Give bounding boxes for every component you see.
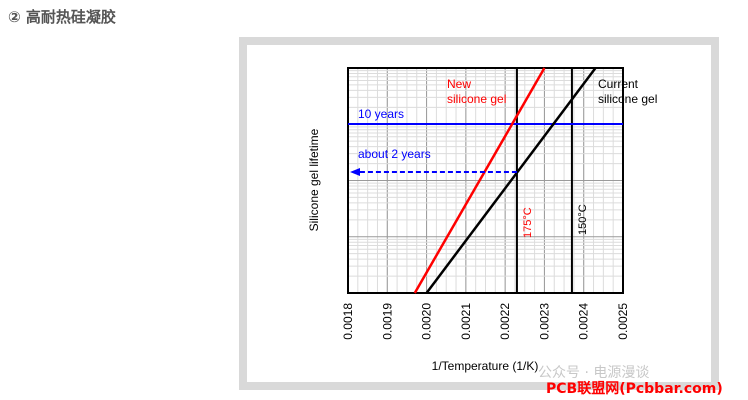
x-axis-title: 1/Temperature (1/K) xyxy=(432,359,539,373)
figure-panel: 175°C 150°C 10 years about 2 years New silico… xyxy=(247,45,711,382)
ten-year-label: 10 years xyxy=(358,107,404,121)
temperature-marker-label: 150°C xyxy=(577,204,589,235)
brand-text: PCB联盟网(Pcbbar.com) xyxy=(546,381,723,397)
plot-area-border xyxy=(347,67,624,294)
watermark-text: 公众号 · 电源漫谈 xyxy=(538,365,650,381)
series-label: silicone gel xyxy=(598,92,657,106)
new-gel-line xyxy=(413,67,546,294)
two-year-arrow-head xyxy=(350,168,360,176)
x-tick-label: 0.0019 xyxy=(380,303,394,340)
x-tick-label: 0.0018 xyxy=(341,303,355,340)
section-heading: ② 高耐热硅凝胶 xyxy=(8,8,116,26)
x-tick-label: 0.0024 xyxy=(577,303,591,340)
x-tick-label: 0.0020 xyxy=(420,303,434,340)
two-year-label: about 2 years xyxy=(358,147,431,161)
current-gel-line xyxy=(425,67,597,294)
x-tick-label: 0.0025 xyxy=(616,303,630,340)
x-tick-label: 0.0022 xyxy=(498,303,512,340)
figure-frame: 175°C 150°C 10 years about 2 years New silico… xyxy=(239,37,719,390)
x-tick-label: 0.0021 xyxy=(459,303,473,340)
series-label: New xyxy=(447,77,471,91)
x-tick-label: 0.0023 xyxy=(537,303,551,340)
temperature-marker-label: 175°C xyxy=(522,207,534,238)
series-label: Current xyxy=(598,77,639,91)
y-axis-title: Silicone gel lifetime xyxy=(307,128,321,231)
series-label: silicone gel xyxy=(447,92,506,106)
